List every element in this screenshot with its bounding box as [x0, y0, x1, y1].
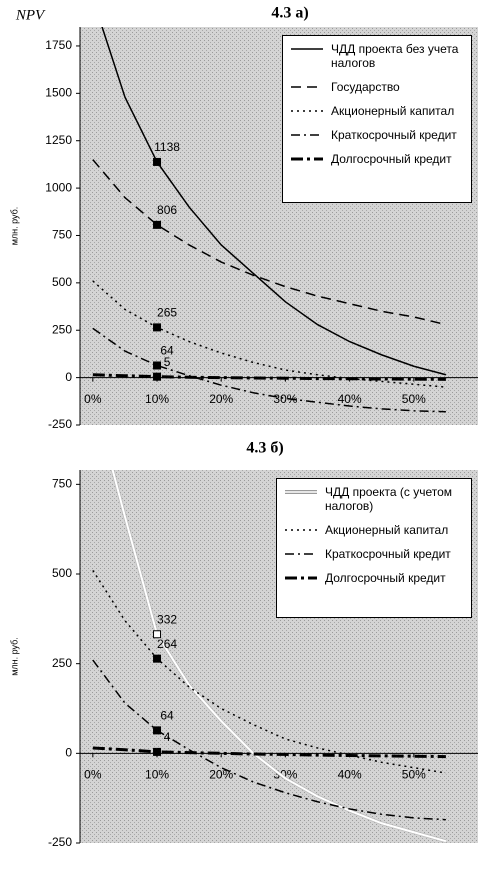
- y-tick-label: -250: [48, 417, 72, 431]
- y-axis-label: млн. руб.: [9, 637, 19, 676]
- y-tick-label: 1000: [45, 180, 72, 194]
- legend-entry: Долгосрочный кредит: [289, 152, 465, 166]
- data-label: 806: [157, 203, 177, 217]
- legend-label: Акционерный капитал: [325, 523, 449, 537]
- chart-title: 4.3 б): [246, 440, 283, 457]
- data-label: 264: [157, 637, 177, 651]
- y-tick-label: 250: [52, 322, 72, 336]
- legend-swatch: [291, 134, 323, 136]
- legend-entry: ЧДД проекта без учета налогов: [289, 42, 465, 70]
- legend-entry: Долгосрочный кредит: [283, 571, 465, 585]
- legend-label: Краткосрочный кредит: [325, 547, 451, 561]
- x-tick-label: 40%: [338, 392, 362, 406]
- legend-swatch: [285, 576, 317, 580]
- series-group: [92, 27, 447, 413]
- legend-swatch: [285, 553, 317, 555]
- y-tick-label: -250: [48, 835, 72, 849]
- x-tick-label: 30%: [273, 392, 297, 406]
- data-label: 64: [160, 709, 174, 723]
- y-tick-label: 500: [52, 566, 72, 580]
- x-tick-label: 50%: [402, 768, 426, 782]
- data-marker: [153, 630, 162, 639]
- x-tick-label: 50%: [402, 392, 426, 406]
- data-marker: [153, 157, 162, 166]
- x-tick-label: 20%: [209, 392, 233, 406]
- y-tick-label: 750: [52, 228, 72, 242]
- data-marker: [153, 654, 162, 663]
- y-tick-label: 1750: [45, 38, 72, 52]
- legend-label: ЧДД проекта (с учетом налогов): [325, 485, 453, 513]
- series-line: [92, 280, 446, 388]
- data-label: 64: [160, 344, 174, 358]
- y-tick-label: 750: [52, 477, 72, 491]
- x-tick-label: 0%: [84, 392, 102, 406]
- y-tick-label: 1500: [45, 86, 72, 100]
- x-tick-label: 10%: [145, 392, 169, 406]
- data-marker: [153, 220, 162, 229]
- y-tick-label: 500: [52, 275, 72, 289]
- chart-title: 4.3 а): [271, 5, 308, 22]
- y-tick-label: 250: [52, 656, 72, 670]
- data-marker: [153, 726, 162, 735]
- legend-entry: Краткосрочный кредит: [283, 547, 465, 561]
- data-label: 332: [157, 612, 177, 626]
- legend-label: Краткосрочный кредит: [331, 128, 457, 142]
- legend-swatch: [291, 48, 323, 50]
- series-line: [92, 659, 446, 821]
- legend-label: Долгосрочный кредит: [331, 152, 452, 166]
- data-marker: [153, 372, 162, 381]
- y-axis-label: млн. руб.: [9, 207, 19, 246]
- x-tick-label: 0%: [84, 768, 102, 782]
- series-line: [101, 27, 447, 376]
- series-line: [92, 373, 446, 381]
- legend-label: Долгосрочный кредит: [325, 571, 446, 585]
- x-tick-label: 40%: [338, 768, 362, 782]
- series-line: [92, 159, 447, 326]
- legend-entry: Краткосрочный кредит: [289, 128, 465, 142]
- y-tick-label: 0: [65, 746, 72, 760]
- series-line: [92, 570, 447, 774]
- legend-swatch: [291, 86, 323, 88]
- data-marker: [153, 747, 162, 756]
- x-tick-label: 30%: [273, 768, 297, 782]
- legend-swatch: [291, 157, 323, 161]
- data-label: 5: [164, 355, 171, 369]
- series-line: [92, 327, 446, 413]
- legend-entry: Государство: [289, 80, 465, 94]
- series-line: [92, 746, 446, 759]
- legend-swatch: [285, 529, 317, 531]
- x-tick-label: 20%: [209, 768, 233, 782]
- series-group: [92, 470, 447, 843]
- data-marker: [153, 323, 162, 332]
- legend-label: ЧДД проекта без учета налогов: [331, 42, 459, 70]
- legend: ЧДД проекта без учета налогов Государство…: [282, 35, 472, 203]
- data-label: 1138: [154, 140, 180, 154]
- legend-entry: ЧДД проекта (с учетом налогов): [283, 485, 465, 513]
- legend: ЧДД проекта (с учетом налогов) Акционерны…: [276, 478, 472, 618]
- legend-entry: Акционерный капитал: [289, 104, 465, 118]
- y-tick-label: 0: [65, 370, 72, 384]
- series-line: [111, 470, 447, 843]
- legend-entry: Акционерный капитал: [283, 523, 465, 537]
- data-label: 265: [157, 306, 177, 320]
- legend-label: Акционерный капитал: [331, 104, 455, 118]
- x-tick-label: 10%: [145, 768, 169, 782]
- data-marker: [153, 361, 162, 370]
- y-tick-label: 1250: [45, 133, 72, 147]
- legend-swatch: [291, 110, 323, 112]
- legend-label: Государство: [331, 80, 400, 94]
- y-title: NPV: [15, 7, 46, 23]
- legend-swatch: [285, 490, 317, 494]
- data-label: 4: [164, 730, 171, 744]
